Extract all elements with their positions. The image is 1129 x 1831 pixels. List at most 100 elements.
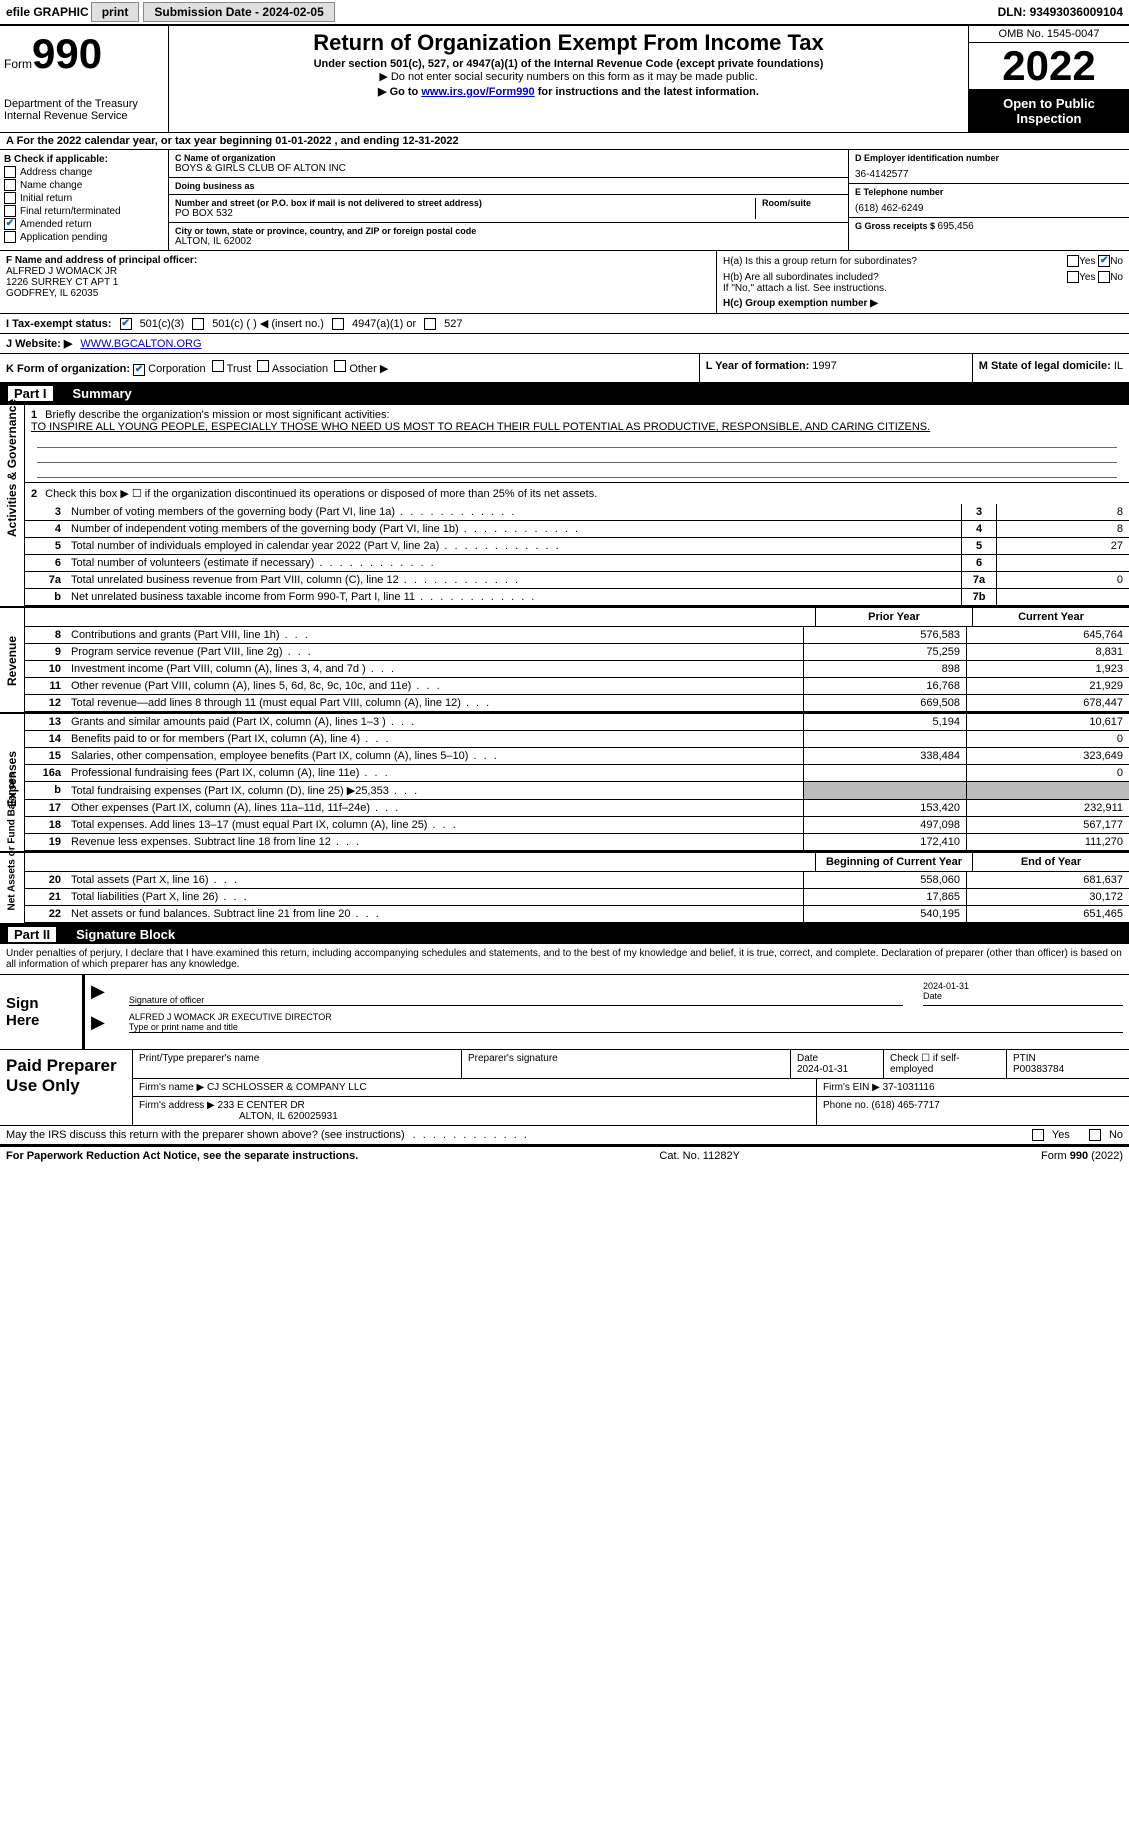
gross-receipts: 695,456 bbox=[938, 221, 974, 232]
table-row: 3Number of voting members of the governi… bbox=[25, 504, 1129, 521]
website-row: J Website: ▶ WWW.BGCALTON.ORG bbox=[0, 334, 1129, 354]
ptin: P00383784 bbox=[1013, 1064, 1064, 1075]
table-row: 5Total number of individuals employed in… bbox=[25, 538, 1129, 555]
top-bar: efile GRAPHIC print Submission Date - 20… bbox=[0, 0, 1129, 26]
state-domicile: M State of legal domicile: IL bbox=[973, 354, 1129, 382]
group-return: H(a) Is this a group return for subordin… bbox=[717, 251, 1129, 313]
chk-hb-yes[interactable] bbox=[1067, 271, 1079, 283]
dln: DLN: 93493036009104 bbox=[998, 5, 1129, 19]
table-row: 9Program service revenue (Part VIII, lin… bbox=[25, 644, 1129, 661]
chk-trust[interactable] bbox=[212, 360, 224, 372]
telephone: (618) 462-6249 bbox=[855, 203, 1123, 214]
chk-ha-yes[interactable] bbox=[1067, 255, 1079, 267]
form-header: Form990 Department of the Treasury Inter… bbox=[0, 26, 1129, 133]
firm-phone: (618) 465-7717 bbox=[871, 1100, 939, 1111]
org-name: BOYS & GIRLS CLUB OF ALTON INC bbox=[175, 163, 842, 174]
table-row: 11Other revenue (Part VIII, column (A), … bbox=[25, 678, 1129, 695]
city-state-zip: ALTON, IL 62002 bbox=[175, 236, 842, 247]
chk-discuss-yes[interactable] bbox=[1032, 1129, 1044, 1141]
table-row: 16aProfessional fundraising fees (Part I… bbox=[25, 765, 1129, 782]
irs-label: Internal Revenue Service bbox=[4, 110, 164, 122]
table-row: 17Other expenses (Part IX, column (A), l… bbox=[25, 800, 1129, 817]
table-row: bTotal fundraising expenses (Part IX, co… bbox=[25, 782, 1129, 800]
declaration: Under penalties of perjury, I declare th… bbox=[0, 944, 1129, 975]
table-row: 4Number of independent voting members of… bbox=[25, 521, 1129, 538]
arrow-icon: ▶ bbox=[91, 1012, 105, 1033]
table-row: 13Grants and similar amounts paid (Part … bbox=[25, 714, 1129, 731]
street-address: PO BOX 532 bbox=[175, 208, 749, 219]
year-formation: L Year of formation: 1997 bbox=[700, 354, 973, 382]
chk-name[interactable] bbox=[4, 179, 16, 191]
part1-header: Part I Summary bbox=[0, 384, 1129, 403]
table-row: 8Contributions and grants (Part VIII, li… bbox=[25, 627, 1129, 644]
chk-501c3[interactable]: ✔ bbox=[120, 318, 132, 330]
row-fh: F Name and address of principal officer:… bbox=[0, 251, 1129, 314]
section-bcd: B Check if applicable: Address change Na… bbox=[0, 150, 1129, 251]
chk-other[interactable] bbox=[334, 360, 346, 372]
col-b: B Check if applicable: Address change Na… bbox=[0, 150, 169, 250]
chk-application[interactable] bbox=[4, 231, 16, 243]
chk-address[interactable] bbox=[4, 166, 16, 178]
subtitle-1: Under section 501(c), 527, or 4947(a)(1)… bbox=[173, 58, 964, 70]
sig-officer-field: Signature of officer bbox=[129, 981, 903, 1006]
submission-date: Submission Date - 2024-02-05 bbox=[143, 2, 334, 22]
table-row: 14Benefits paid to or for members (Part … bbox=[25, 731, 1129, 748]
paid-preparer: Paid Preparer Use Only Print/Type prepar… bbox=[0, 1050, 1129, 1126]
firm-name: CJ SCHLOSSER & COMPANY LLC bbox=[207, 1082, 367, 1093]
chk-discuss-no[interactable] bbox=[1089, 1129, 1101, 1141]
table-row: bNet unrelated business taxable income f… bbox=[25, 589, 1129, 606]
chk-amended[interactable]: ✔ bbox=[4, 218, 16, 230]
open-public: Open to Public Inspection bbox=[969, 90, 1129, 132]
chk-hb-no[interactable] bbox=[1098, 271, 1110, 283]
header-center: Return of Organization Exempt From Incom… bbox=[169, 26, 968, 132]
firm-ein: 37-1031116 bbox=[883, 1082, 935, 1093]
table-row: 6Total number of volunteers (estimate if… bbox=[25, 555, 1129, 572]
col-d: D Employer identification number 36-4142… bbox=[849, 150, 1129, 250]
revenue-section: Revenue Prior Year Current Year 8Contrib… bbox=[0, 606, 1129, 712]
table-row: 18Total expenses. Add lines 13–17 (must … bbox=[25, 817, 1129, 834]
chk-corp[interactable]: ✔ bbox=[133, 364, 145, 376]
header-right: OMB No. 1545-0047 2022 Open to Public In… bbox=[968, 26, 1129, 132]
omb-number: OMB No. 1545-0047 bbox=[969, 26, 1129, 43]
table-row: 15Salaries, other compensation, employee… bbox=[25, 748, 1129, 765]
form-number: 990 bbox=[32, 30, 102, 77]
table-row: 19Revenue less expenses. Subtract line 1… bbox=[25, 834, 1129, 851]
chk-501c[interactable] bbox=[192, 318, 204, 330]
col-c: C Name of organization BOYS & GIRLS CLUB… bbox=[169, 150, 849, 250]
officer-name-field: ALFRED J WOMACK JR EXECUTIVE DIRECTOR Ty… bbox=[129, 1012, 1123, 1033]
activities-governance: Activities & Governance 1Briefly describ… bbox=[0, 403, 1129, 606]
tax-exempt-status: I Tax-exempt status: ✔501(c)(3) 501(c) (… bbox=[0, 314, 1129, 334]
chk-ha-no[interactable]: ✔ bbox=[1098, 255, 1110, 267]
principal-officer: F Name and address of principal officer:… bbox=[0, 251, 717, 313]
dept-treasury: Department of the Treasury bbox=[4, 98, 164, 110]
chk-4947[interactable] bbox=[332, 318, 344, 330]
table-row: 10Investment income (Part VIII, column (… bbox=[25, 661, 1129, 678]
sig-date-field: 2024-01-31 Date bbox=[923, 981, 1123, 1006]
firm-addr: 233 E CENTER DR bbox=[218, 1100, 305, 1111]
table-row: 22Net assets or fund balances. Subtract … bbox=[25, 906, 1129, 923]
sign-here: Sign Here ▶ Signature of officer 2024-01… bbox=[0, 975, 1129, 1050]
subtitle-2: ▶ Do not enter social security numbers o… bbox=[173, 70, 964, 83]
chk-initial[interactable] bbox=[4, 192, 16, 204]
table-row: 7aTotal unrelated business revenue from … bbox=[25, 572, 1129, 589]
website-link[interactable]: WWW.BGCALTON.ORG bbox=[80, 338, 201, 350]
form-title: Return of Organization Exempt From Incom… bbox=[173, 30, 964, 56]
header-left: Form990 Department of the Treasury Inter… bbox=[0, 26, 169, 132]
mission: 1Briefly describe the organization's mis… bbox=[25, 405, 1129, 483]
chk-final[interactable] bbox=[4, 205, 16, 217]
net-assets-section: Net Assets or Fund Balances Beginning of… bbox=[0, 851, 1129, 925]
chk-527[interactable] bbox=[424, 318, 436, 330]
expenses-section: Expenses 13Grants and similar amounts pa… bbox=[0, 712, 1129, 851]
line2: 2Check this box ▶ ☐ if the organization … bbox=[25, 483, 1129, 504]
footer: For Paperwork Reduction Act Notice, see … bbox=[0, 1146, 1129, 1165]
table-row: 20Total assets (Part X, line 16)558,0606… bbox=[25, 872, 1129, 889]
part2-header: Part II Signature Block bbox=[0, 925, 1129, 944]
discuss-row: May the IRS discuss this return with the… bbox=[0, 1126, 1129, 1146]
chk-assoc[interactable] bbox=[257, 360, 269, 372]
arrow-icon: ▶ bbox=[91, 981, 105, 1006]
table-row: 21Total liabilities (Part X, line 26)17,… bbox=[25, 889, 1129, 906]
print-button[interactable]: print bbox=[91, 2, 140, 22]
irs-link[interactable]: www.irs.gov/Form990 bbox=[421, 86, 534, 98]
efile-label: efile GRAPHIC bbox=[6, 5, 89, 19]
form-label: Form bbox=[4, 57, 32, 71]
